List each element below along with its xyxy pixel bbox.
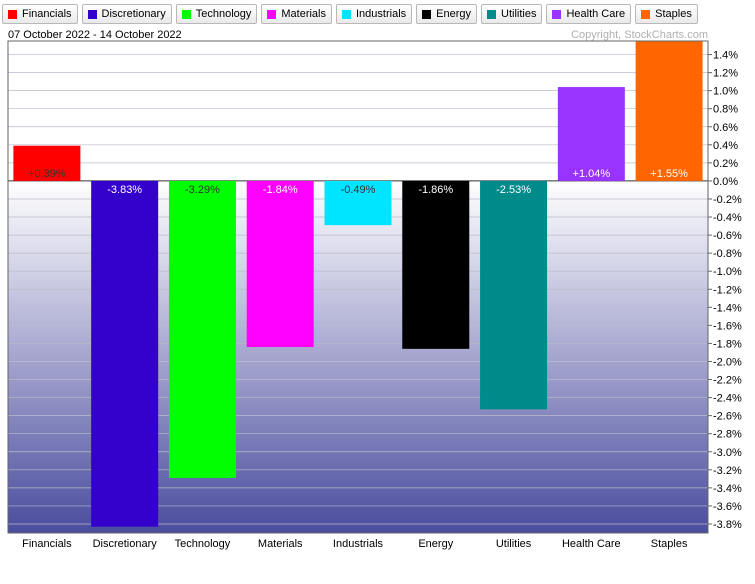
x-tick-label: Staples	[651, 538, 688, 550]
y-tick-label: -1.4%	[713, 302, 742, 314]
y-tick-label: -2.0%	[713, 356, 742, 368]
legend-item-discretionary[interactable]: Discretionary	[81, 4, 172, 24]
x-axis: Financials Discretionary Technology Materia…	[22, 538, 688, 550]
y-tick-label: -3.8%	[713, 519, 742, 531]
y-tick-label: -1.6%	[713, 320, 742, 332]
y-tick-label: -1.2%	[713, 284, 742, 296]
y-tick-label: 0.6%	[713, 122, 738, 134]
legend-swatch	[181, 9, 191, 19]
bar-data-labels: +0.39% -3.83% -3.29% -1.84% -0.49% -1.86% -2.5…	[28, 168, 688, 196]
x-tick-label: Utilities	[496, 538, 532, 550]
legend-item-health-care[interactable]: Health Care	[546, 4, 632, 24]
y-tick-label: 0.2%	[713, 158, 738, 170]
y-tick-label: -0.4%	[713, 212, 742, 224]
bar-data-label: -2.53%	[496, 184, 531, 196]
y-tick-label: -0.2%	[713, 194, 742, 206]
bar-data-label: -0.49%	[341, 184, 376, 196]
x-tick-label: Discretionary	[93, 538, 158, 550]
y-tick-label: -1.0%	[713, 266, 742, 278]
legend-swatch	[422, 9, 432, 19]
bar-data-label: -1.86%	[418, 184, 453, 196]
legend-item-financials[interactable]: Financials	[2, 4, 78, 24]
legend-swatch	[641, 9, 651, 19]
y-tick-label: -2.4%	[713, 393, 742, 405]
bar-financials	[13, 145, 81, 181]
x-tick-label: Energy	[418, 538, 453, 550]
legend-swatch	[342, 9, 351, 19]
copyright-notice: Copyright, StockCharts.com	[571, 29, 708, 41]
y-tick-label: -2.6%	[713, 411, 742, 423]
y-tick-label: -3.6%	[713, 501, 742, 513]
bar-discretionary	[91, 180, 159, 527]
bar-utilities	[480, 180, 548, 410]
y-tick-label: -2.2%	[713, 375, 742, 387]
y-tick-label: 1.4%	[713, 50, 738, 62]
y-tick-label: -3.0%	[713, 447, 742, 459]
legend-bar: Financials Discretionary Technology Materia…	[0, 0, 755, 28]
legend-swatch	[552, 9, 562, 19]
plot-border	[7, 40, 709, 534]
legend-swatch	[8, 9, 17, 19]
legend-swatch	[87, 9, 97, 19]
legend-swatch	[267, 9, 277, 19]
legend-item-technology[interactable]: Technology	[175, 4, 258, 24]
bar-data-label: +1.04%	[573, 168, 611, 180]
bar-health-care	[557, 87, 625, 181]
legend-label: Financials	[22, 8, 72, 20]
x-tick-label: Materials	[258, 538, 303, 550]
legend-label: Discretionary	[101, 8, 166, 20]
legend-label: Health Care	[566, 8, 626, 20]
y-axis: 1.4% 1.2% 1.0% 0.8% 0.6% 0.4% 0.2% 0.0% -0.2% -0.…	[708, 50, 742, 531]
legend-label: Utilities	[501, 8, 537, 20]
x-tick-label: Industrials	[333, 538, 384, 550]
bar-data-label: -3.83%	[107, 184, 142, 196]
x-tick-label: Technology	[175, 538, 231, 550]
bar-technology	[168, 180, 236, 478]
legend-label: Staples	[655, 8, 692, 20]
bar-data-label: -3.29%	[185, 184, 220, 196]
legend-swatch	[487, 9, 496, 19]
date-range: 07 October 2022 - 14 October 2022	[8, 29, 182, 41]
bar-data-label: +0.39%	[28, 168, 66, 180]
legend-item-energy[interactable]: Energy	[416, 4, 477, 24]
legend-item-staples[interactable]: Staples	[635, 4, 698, 24]
legend-label: Materials	[281, 8, 326, 20]
legend-item-industrials[interactable]: Industrials	[336, 4, 413, 24]
y-tick-label: -0.6%	[713, 230, 742, 242]
y-tick-label: 0.8%	[713, 104, 738, 116]
legend-item-utilities[interactable]: Utilities	[481, 4, 543, 24]
x-tick-label: Financials	[22, 538, 72, 550]
y-tick-label: -0.8%	[713, 248, 742, 260]
bar-staples	[635, 41, 703, 181]
bar-materials	[246, 180, 314, 348]
y-tick-label: -2.8%	[713, 429, 742, 441]
y-tick-label: -1.8%	[713, 338, 742, 350]
bars	[13, 41, 703, 527]
y-tick-label: 0.0%	[713, 176, 738, 188]
y-tick-label: -3.4%	[713, 483, 742, 495]
y-tick-label: 1.2%	[713, 68, 738, 80]
y-tick-label: -3.2%	[713, 465, 742, 477]
legend-label: Industrials	[356, 8, 407, 20]
bar-industrials	[324, 180, 392, 226]
bar-data-label: -1.84%	[263, 184, 298, 196]
bar-energy	[402, 180, 470, 349]
x-tick-label: Health Care	[562, 538, 621, 550]
legend-label: Energy	[436, 8, 471, 20]
legend-label: Technology	[195, 8, 252, 20]
y-tick-label: 1.0%	[713, 86, 738, 98]
legend-item-materials[interactable]: Materials	[261, 4, 332, 24]
bar-data-label: +1.55%	[650, 168, 688, 180]
y-tick-label: 0.4%	[713, 140, 738, 152]
